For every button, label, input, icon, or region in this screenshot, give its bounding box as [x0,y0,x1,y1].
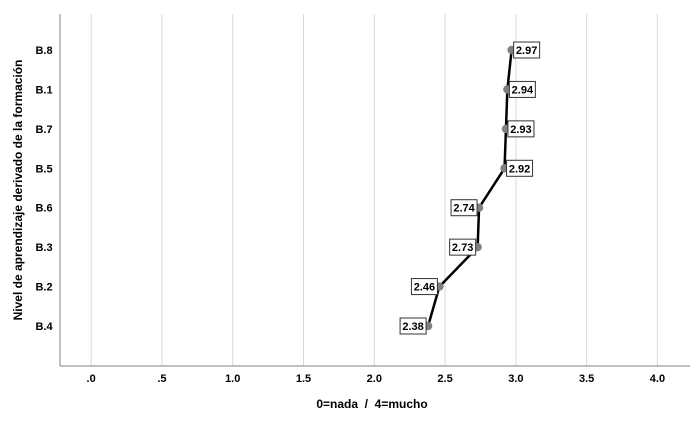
series-line [426,49,513,327]
data-label-box [450,199,478,217]
y-tick-label: B.3 [35,242,52,254]
x-tick-label: 3.0 [508,373,523,385]
data-label-box [513,41,541,59]
x-tick-label: .0 [87,373,96,385]
data-label: 2.74 [453,203,475,215]
y-tick-label: B.2 [35,282,52,294]
data-label-box [399,317,427,335]
x-tick-label: 2.5 [437,373,452,385]
x-tick-label: .5 [157,373,166,385]
y-tick-label: B.6 [35,203,52,215]
y-tick-label: B.1 [35,84,52,96]
x-tick-label: 1.0 [225,373,240,385]
x-tick-label: 1.5 [296,373,311,385]
data-label: 2.38 [402,321,423,333]
y-axis-title: Nivel de aprendizaje derivado de la form… [11,60,25,321]
x-tick-label: 2.0 [367,373,382,385]
y-tick-label: B.7 [35,124,52,136]
data-label-box [449,238,477,256]
data-label: 2.93 [510,124,531,136]
data-label: 2.46 [414,282,435,294]
data-label-box [507,120,535,138]
data-label: 2.92 [509,163,530,175]
x-tick-labels: .0 .5 1.0 1.5 2.0 2.5 3.0 3.5 4.0 [87,373,666,385]
x-tick-label: 4.0 [650,373,665,385]
data-label-box [410,278,438,296]
data-label: 2.97 [516,45,537,57]
y-tick-labels: B.8 B.1 B.7 B.5 B.6 B.3 B.2 B.4 [35,45,53,333]
y-tick-label: B.5 [35,163,52,175]
data-label-box [508,80,536,98]
data-label: 2.73 [452,242,473,254]
data-labels: 2.97 2.94 2.93 2.92 2.74 2.73 2.46 2.38 [399,41,541,335]
x-axis-title: 0=nada / 4=mucho [316,397,427,411]
y-tick-label: B.4 [35,321,53,333]
y-tick-label: B.8 [35,45,52,57]
x-tick-label: 3.5 [579,373,594,385]
data-label-box [506,159,534,177]
grid-lines [90,14,658,366]
data-label: 2.94 [512,84,534,96]
